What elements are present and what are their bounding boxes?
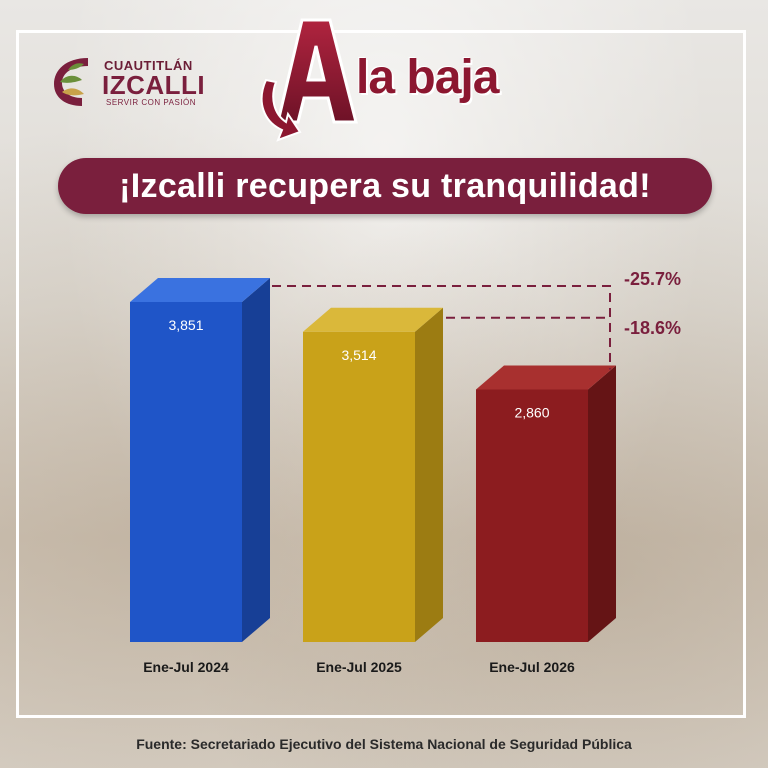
bar-1 <box>130 302 242 642</box>
bar-1-side <box>242 278 270 642</box>
bar-2-top <box>303 307 443 332</box>
annotation-change-2025: -18.6% <box>624 318 681 338</box>
bar-2 <box>303 331 415 642</box>
bar-2-value-label: 3,514 <box>341 347 376 363</box>
izcalli-emblem-icon <box>54 58 88 106</box>
subtitle-banner: ¡Izcalli recupera su tranquilidad! <box>58 158 712 214</box>
source-note: Fuente: Secretariado Ejecutivo del Siste… <box>136 736 632 752</box>
banner-text: ¡Izcalli recupera su tranquilidad! <box>119 166 651 205</box>
headline-initial-a: A <box>260 18 358 142</box>
headline-rest: la baja <box>356 51 499 104</box>
bar-2-side <box>415 307 443 642</box>
logo-line-3: SERVIR CON PASIÓN <box>106 98 196 107</box>
comparison-line-2024 <box>272 285 611 370</box>
bar-1-value-label: 3,851 <box>168 317 203 333</box>
bar-3-value-label: 2,860 <box>514 404 549 420</box>
category-label-2: Ene-Jul 2025 <box>316 659 402 675</box>
bar-1-top <box>130 278 270 302</box>
white-frame <box>16 30 746 718</box>
category-label-1: Ene-Jul 2024 <box>143 659 229 675</box>
headline: A la baja <box>248 10 538 145</box>
annotation-change-2024: -25.7% <box>624 269 681 289</box>
logo-line-1: CUAUTITLÁN <box>104 58 193 73</box>
bar-3-side <box>588 365 616 642</box>
category-label-3: Ene-Jul 2026 <box>489 659 575 675</box>
municipal-logo: CUAUTITLÁN IZCALLI SERVIR CON PASIÓN <box>48 52 205 112</box>
logo-line-2: IZCALLI <box>102 70 206 100</box>
bar-3 <box>476 389 588 642</box>
bar-3-top <box>476 365 616 390</box>
